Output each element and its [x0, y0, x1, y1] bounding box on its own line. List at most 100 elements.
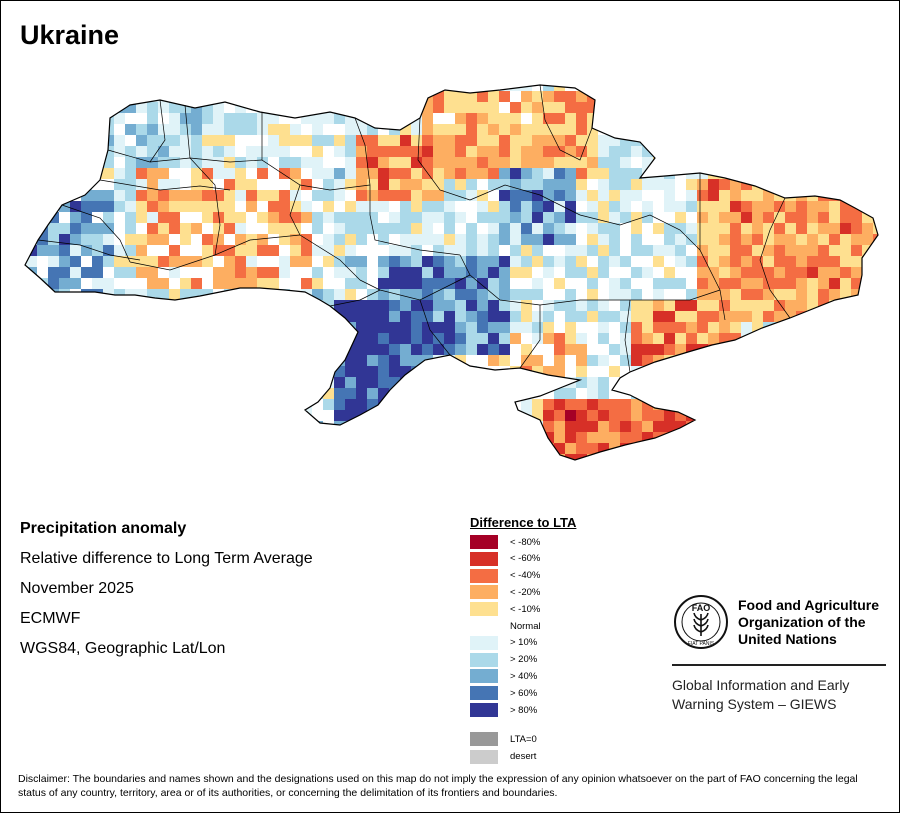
grid-cell	[257, 146, 268, 157]
grid-cell	[697, 333, 708, 344]
grid-cell	[719, 201, 730, 212]
grid-cell	[400, 223, 411, 234]
grid-cell	[323, 366, 334, 377]
grid-cell	[257, 465, 268, 470]
grid-cell	[136, 168, 147, 179]
grid-cell	[653, 190, 664, 201]
grid-cell	[576, 377, 587, 388]
grid-cell	[268, 289, 279, 300]
grid-cell	[719, 322, 730, 333]
grid-cell	[26, 278, 37, 289]
grid-cell	[290, 234, 301, 245]
grid-cell	[873, 212, 878, 223]
grid-cell	[631, 256, 642, 267]
grid-cell	[202, 146, 213, 157]
grid-cell	[25, 289, 26, 300]
grid-cell	[147, 256, 158, 267]
grid-cell	[488, 454, 499, 460]
grid-cell	[356, 201, 367, 212]
grid-cell	[125, 234, 136, 245]
grid-cell	[48, 245, 59, 256]
grid-cell	[389, 223, 400, 234]
grid-cell	[378, 146, 389, 157]
grid-cell	[158, 256, 169, 267]
grid-cell	[785, 366, 796, 377]
grid-cell	[400, 399, 411, 410]
grid-cell	[26, 421, 37, 432]
grid-cell	[411, 278, 422, 289]
grid-cell	[697, 388, 708, 399]
grid-cell	[125, 245, 136, 256]
grid-cell	[642, 300, 653, 311]
grid-cell	[191, 190, 202, 201]
grid-cell	[334, 146, 345, 157]
grid-cell	[114, 168, 125, 179]
grid-cell	[873, 421, 878, 432]
grid-cell	[455, 91, 466, 102]
grid-cell	[103, 234, 114, 245]
grid-cell	[708, 421, 719, 432]
grid-cell	[708, 366, 719, 377]
grid-cell	[92, 190, 103, 201]
grid-cell	[884, 377, 895, 388]
grid-cell	[433, 443, 444, 454]
grid-cell	[235, 201, 246, 212]
grid-cell	[70, 377, 81, 388]
grid-cell	[829, 322, 840, 333]
grid-cell	[70, 333, 81, 344]
grid-cell	[378, 344, 389, 355]
grid-cell	[598, 410, 609, 421]
grid-cell	[301, 168, 312, 179]
grid-cell	[224, 256, 235, 267]
grid-cell	[609, 124, 620, 135]
grid-cell	[873, 245, 878, 256]
grid-cell	[532, 333, 543, 344]
grid-cell	[312, 289, 323, 300]
grid-cell	[620, 366, 631, 377]
grid-cell	[345, 410, 356, 421]
grid-cell	[312, 245, 323, 256]
grid-cell	[741, 410, 752, 421]
grid-cell	[829, 421, 840, 432]
grid-cell	[37, 168, 48, 179]
grid-cell	[411, 267, 422, 278]
grid-cell	[169, 267, 180, 278]
grid-cell	[147, 465, 158, 470]
grid-cell	[686, 146, 697, 157]
grid-cell	[620, 190, 631, 201]
grid-cell	[433, 432, 444, 443]
grid-cell	[444, 388, 455, 399]
grid-cell	[532, 366, 543, 377]
grid-cell	[235, 421, 246, 432]
grid-cell	[851, 432, 862, 443]
grid-cell	[224, 333, 235, 344]
grid-cell	[466, 300, 477, 311]
grid-cell	[180, 212, 191, 223]
grid-cell	[477, 201, 488, 212]
grid-cell	[774, 344, 785, 355]
grid-cell	[444, 344, 455, 355]
grid-cell	[884, 443, 895, 454]
grid-cell	[686, 377, 697, 388]
grid-cell	[829, 311, 840, 322]
grid-cell	[862, 311, 873, 322]
grid-cell	[796, 333, 807, 344]
grid-cell	[268, 465, 279, 470]
grid-cell	[136, 190, 147, 201]
grid-cell	[741, 377, 752, 388]
grid-cell	[356, 146, 367, 157]
grid-cell	[708, 245, 719, 256]
grid-cell	[235, 256, 246, 267]
grid-cell	[532, 234, 543, 245]
grid-cell	[268, 212, 279, 223]
grid-cell	[378, 179, 389, 190]
grid-cell	[367, 333, 378, 344]
grid-cell	[268, 388, 279, 399]
grid-cell	[213, 333, 224, 344]
grid-cell	[257, 91, 268, 102]
grid-cell	[235, 322, 246, 333]
grid-cell	[246, 278, 257, 289]
grid-cell	[455, 157, 466, 168]
grid-cell	[631, 289, 642, 300]
grid-cell	[829, 377, 840, 388]
